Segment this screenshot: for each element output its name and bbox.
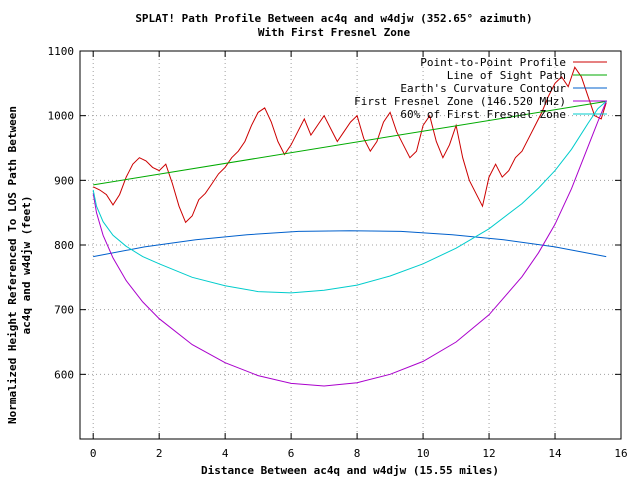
x-tick-label: 0 (90, 447, 97, 460)
x-tick-label: 2 (156, 447, 163, 460)
y-tick-label: 800 (54, 239, 74, 252)
series-line-0 (92, 66, 607, 224)
x-tick-label: 14 (548, 447, 562, 460)
x-axis-label: Distance Between ac4q and w4djw (15.55 m… (201, 464, 499, 477)
x-tick-label: 6 (288, 447, 295, 460)
y-tick-label: 1000 (48, 110, 75, 123)
y-tick-label: 700 (54, 304, 74, 317)
series-lines (92, 66, 607, 387)
x-tick-label: 10 (416, 447, 429, 460)
plot-frame (79, 50, 622, 440)
series-line-4 (92, 101, 607, 294)
y-axis-label-line2: ac4q and w4djw (feet) (20, 195, 33, 334)
axis-ticks: 0 2 4 6 8 10 12 14 16 600 700 800 900 1000 1100 (48, 45, 628, 460)
x-tick-label: 16 (614, 447, 627, 460)
x-tick-label: 12 (482, 447, 495, 460)
y-tick-label: 900 (54, 174, 74, 187)
legend-label-1: Line of Sight Path (447, 69, 566, 82)
series-line-2 (93, 230, 607, 258)
chart-title: SPLAT! Path Profile Between ac4q and w4d… (135, 12, 532, 25)
y-axis-label-line1: Normalized Height Referenced To LOS Path… (6, 106, 19, 424)
y-tick-label: 1100 (48, 45, 75, 58)
series-line-1 (93, 100, 607, 186)
series-line-3 (92, 101, 607, 387)
x-tick-label: 8 (354, 447, 361, 460)
legend-label-0: Point-to-Point Profile (420, 56, 566, 69)
y-tick-label: 600 (54, 368, 74, 381)
x-tick-label: 4 (222, 447, 229, 460)
legend-label-3: First Fresnel Zone (146.520 MHz) (354, 95, 566, 108)
legend-label-2: Earth's Curvature Contour (400, 82, 566, 95)
chart-subtitle: With First Fresnel Zone (258, 26, 411, 39)
legend-label-4: 60% of First Fresnel Zone (400, 108, 566, 121)
